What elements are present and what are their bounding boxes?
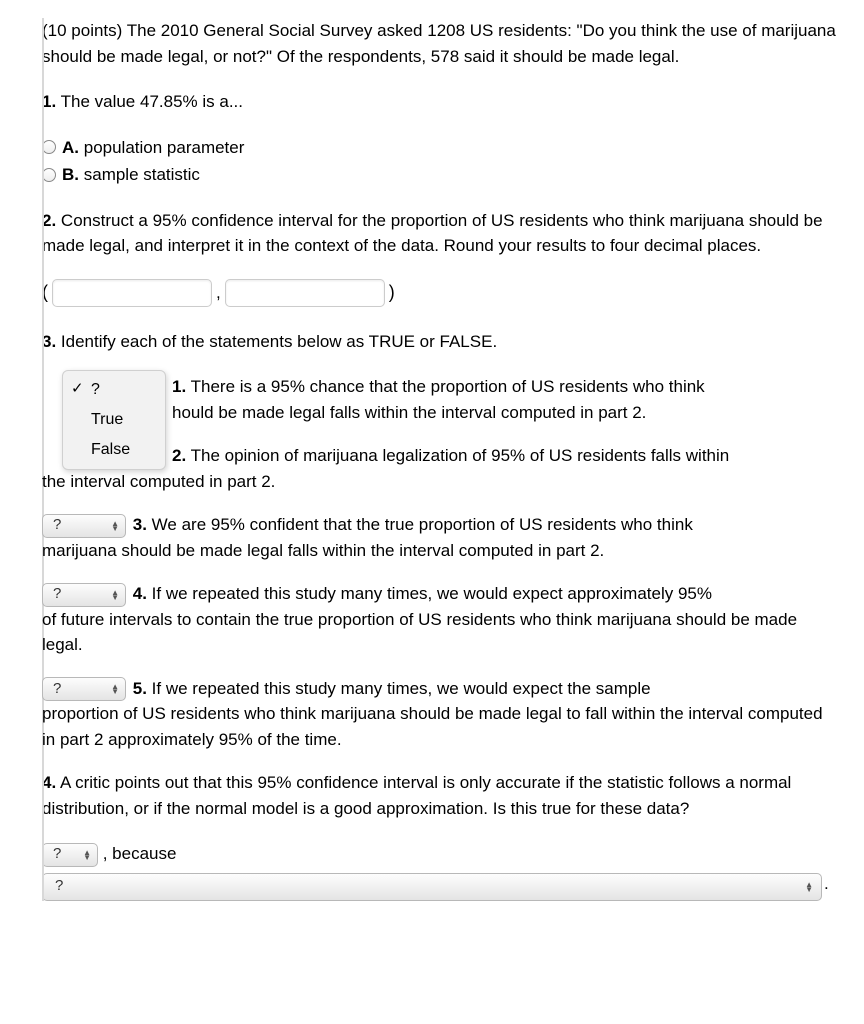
dropdown-option-true[interactable]: True bbox=[63, 405, 165, 435]
ci-lower-input[interactable] bbox=[52, 279, 212, 307]
q3-s2-number: 2. bbox=[172, 446, 186, 465]
radio-icon[interactable] bbox=[42, 140, 56, 154]
true-false-select[interactable]: ? ▲▼ bbox=[42, 677, 126, 701]
q1-optB-label: B. bbox=[62, 162, 79, 188]
q3-s4-line1: If we repeated this study many times, we… bbox=[152, 584, 712, 603]
q4-answer-row: ? ▲▼ , because bbox=[42, 841, 836, 867]
true-false-select[interactable]: ? ▲▼ bbox=[42, 583, 126, 607]
q1-option-b-row[interactable]: B. sample statistic bbox=[42, 162, 836, 188]
updown-icon: ▲▼ bbox=[805, 882, 813, 892]
q3-statement-3: ? ▲▼ 3. We are 95% confident that the tr… bbox=[42, 512, 836, 563]
true-false-dropdown-open[interactable]: ? True False bbox=[62, 370, 166, 470]
q3-s5-number: 5. bbox=[133, 679, 147, 698]
q1-optA-label: A. bbox=[62, 135, 79, 161]
question-2: 2. Construct a 95% confidence interval f… bbox=[42, 208, 836, 259]
confidence-interval-inputs: ( , ) bbox=[42, 279, 836, 307]
q4-period: . bbox=[824, 871, 829, 897]
q2-number: 2. bbox=[42, 211, 56, 230]
q3-text: Identify each of the statements below as… bbox=[61, 332, 497, 351]
q4-number: 4. bbox=[42, 773, 56, 792]
q4-because: , because bbox=[103, 844, 177, 863]
q1-text: The value 47.85% is a... bbox=[61, 92, 243, 111]
question-intro: (10 points) The 2010 General Social Surv… bbox=[42, 18, 836, 69]
reason-select[interactable]: ? ▲▼ bbox=[42, 873, 822, 901]
select-value: ? bbox=[53, 583, 61, 606]
select-value: ? bbox=[53, 514, 61, 537]
q2-text: Construct a 95% confidence interval for … bbox=[42, 211, 823, 256]
ci-upper-input[interactable] bbox=[225, 279, 385, 307]
q3-statement-4: ? ▲▼ 4. If we repeated this study many t… bbox=[42, 581, 836, 658]
question-1: 1. The value 47.85% is a... bbox=[42, 89, 836, 115]
q3-s4-rest: of future intervals to contain the true … bbox=[42, 607, 836, 658]
q1-optA-text: population parameter bbox=[84, 135, 245, 161]
yes-no-select[interactable]: ? ▲▼ bbox=[42, 843, 98, 867]
q3-s5-rest: proportion of US residents who think mar… bbox=[42, 701, 836, 752]
select-value: ? bbox=[53, 843, 61, 866]
q3-s5-line1: If we repeated this study many times, we… bbox=[152, 679, 651, 698]
q4-text: A critic points out that this 95% confid… bbox=[42, 773, 791, 818]
dropdown-option-false[interactable]: False bbox=[63, 435, 165, 465]
updown-icon: ▲▼ bbox=[111, 521, 119, 531]
q3-statements: ? True False 1. There is a 95% chance th… bbox=[42, 374, 836, 752]
q1-number: 1. bbox=[42, 92, 56, 111]
q3-s1-line2: hould be made legal falls within the int… bbox=[172, 403, 646, 422]
select-value: ? bbox=[53, 678, 61, 701]
q3-s3-rest: marijuana should be made legal falls wit… bbox=[42, 538, 836, 564]
comma: , bbox=[216, 280, 221, 306]
q1-optB-text: sample statistic bbox=[84, 162, 200, 188]
q3-s2-rest: the interval computed in part 2. bbox=[42, 469, 836, 495]
q3-s4-number: 4. bbox=[133, 584, 147, 603]
q3-s1-line1: There is a 95% chance that the proportio… bbox=[191, 377, 705, 396]
q3-s3-number: 3. bbox=[133, 515, 147, 534]
q3-s3-line1: We are 95% confident that the true propo… bbox=[152, 515, 693, 534]
q1-option-a-row[interactable]: A. population parameter bbox=[42, 135, 836, 161]
select-value: ? bbox=[55, 875, 63, 898]
radio-icon[interactable] bbox=[42, 168, 56, 182]
updown-icon: ▲▼ bbox=[83, 850, 91, 860]
updown-icon: ▲▼ bbox=[111, 590, 119, 600]
question-4: 4. A critic points out that this 95% con… bbox=[42, 770, 836, 821]
close-paren: ) bbox=[389, 279, 395, 306]
question-3: 3. Identify each of the statements below… bbox=[42, 329, 836, 355]
q3-s1-number: 1. bbox=[172, 377, 186, 396]
dropdown-option-placeholder[interactable]: ? bbox=[63, 375, 165, 405]
q3-number: 3. bbox=[42, 332, 56, 351]
q1-options: A. population parameter B. sample statis… bbox=[42, 135, 836, 188]
q3-statement-5: ? ▲▼ 5. If we repeated this study many t… bbox=[42, 676, 836, 753]
q3-s2-line1: The opinion of marijuana legalization of… bbox=[191, 446, 730, 465]
true-false-select[interactable]: ? ▲▼ bbox=[42, 514, 126, 538]
updown-icon: ▲▼ bbox=[111, 684, 119, 694]
